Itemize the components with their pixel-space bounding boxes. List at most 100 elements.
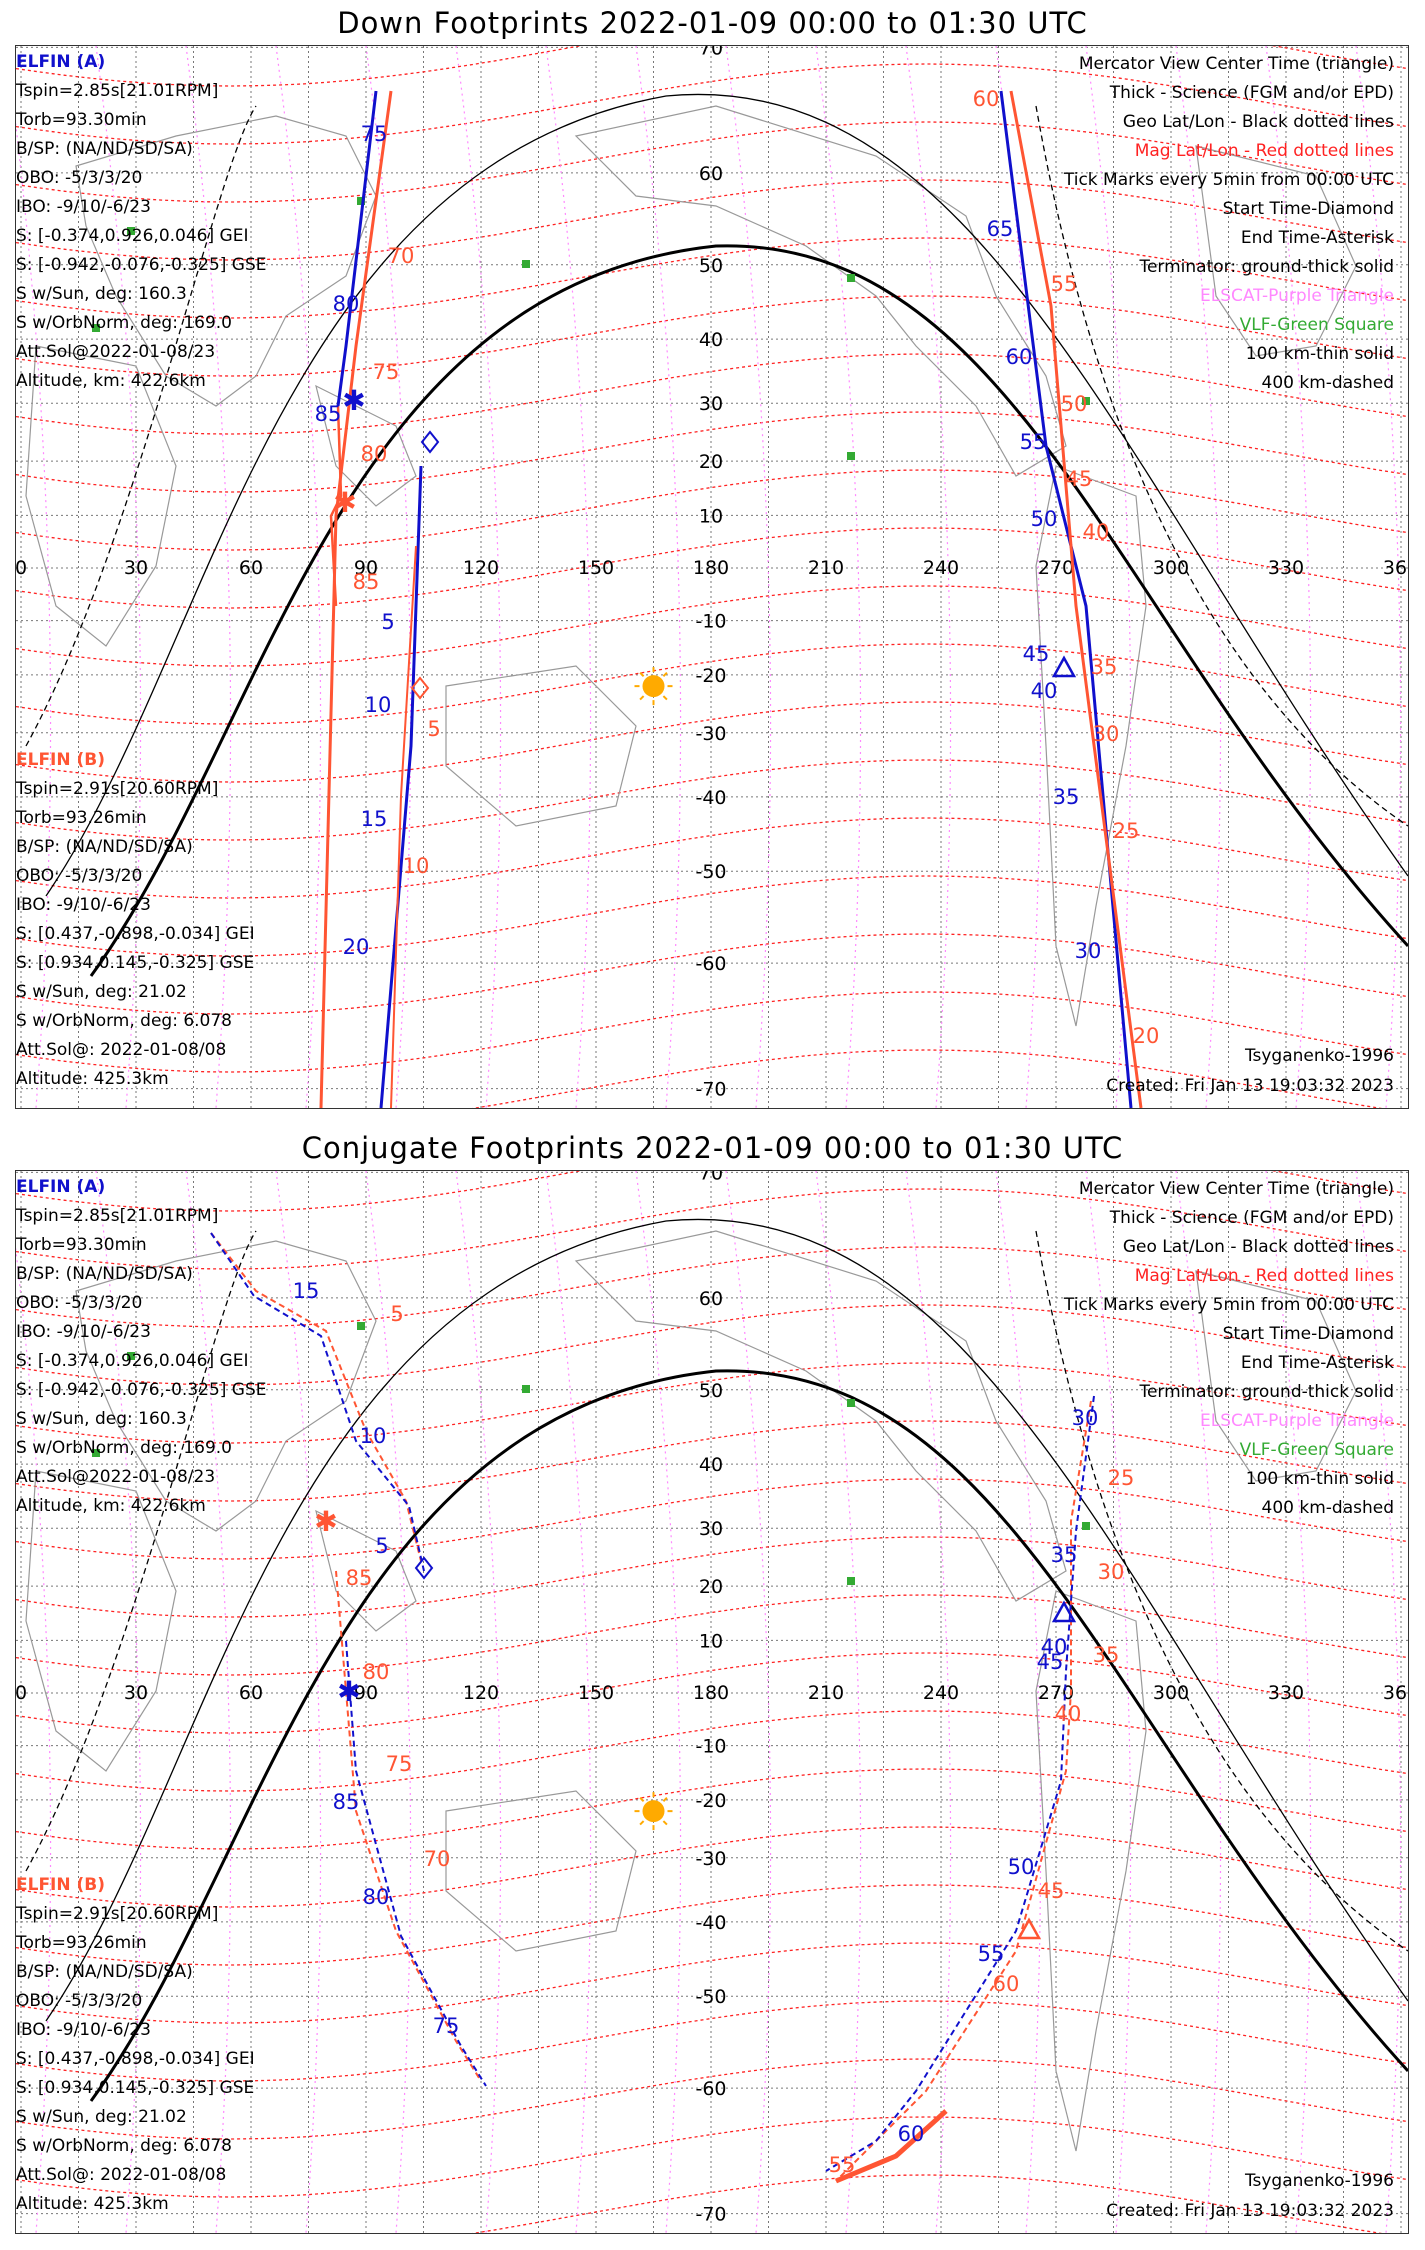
mag-longitude-line [95, 46, 142, 1108]
mag-longitude-line [545, 1171, 592, 2233]
coastline [1195, 145, 1357, 357]
elfin-b-tick-label: 60 [973, 87, 1000, 111]
latitude-tick-label: -60 [695, 2078, 726, 2100]
vlf-station-square [847, 274, 855, 282]
latitude-tick-label: -10 [695, 611, 726, 633]
legend-item: Geo Lat/Lon - Black dotted lines [1122, 1237, 1394, 1257]
panel-title: Conjugate Footprints 2022-01-09 00:00 to… [301, 1131, 1124, 1165]
info-line: OBO: -5/3/3/20 [16, 1293, 143, 1313]
mercator-map: 0 30 60 90 120 150 180 210 240 270 300 330 360 70 60 50… [16, 1171, 1408, 2233]
latitude-tick-label: 50 [699, 255, 723, 277]
elfin-a-tick-label: 10 [360, 1424, 387, 1448]
vlf-station-square [1082, 1522, 1090, 1530]
down-footprints-panel: Down Footprints 2022-01-09 00:00 to 01:3… [15, 6, 1409, 1109]
coastline [445, 665, 637, 827]
latitude-tick-label: 20 [699, 451, 723, 473]
elfin-a-tick-label: 40 [1041, 1635, 1068, 1659]
mag-longitude-line [185, 1171, 232, 2233]
info-line: Tspin=2.85s[21.01RPM] [16, 1206, 219, 1226]
latitude-tick-label: -20 [695, 665, 726, 687]
vlf-station-square [847, 1577, 855, 1585]
elfin-b-track [319, 90, 393, 1108]
elfin-b-label: ELFIN (B) [16, 1875, 106, 1895]
mag-longitude-line [1175, 46, 1222, 1108]
elfin-b-tick-label: 30 [1093, 722, 1120, 746]
vlf-station-square [127, 227, 135, 235]
longitude-tick-label: 90 [354, 557, 378, 579]
end-asterisk: ✱ [342, 384, 365, 417]
coastline [1195, 1270, 1357, 1482]
terminator-400km-line [25, 105, 257, 747]
info-line: Att.Sol@2022-01-08/23 [16, 1467, 216, 1487]
info-line: Torb=93.26min [16, 808, 147, 828]
elfin-a-conj-track [210, 1232, 425, 1572]
info-line: S: [0.437,-0.898,-0.034] GEI [16, 2049, 255, 2069]
longitude-tick-label: 60 [239, 1682, 263, 1704]
legend-item: Tick Marks every 5min from 00:00 UTC [1063, 170, 1394, 190]
legend-item: Mercator View Center Time (triangle) [1078, 1179, 1394, 1199]
mag-longitude-line [1265, 46, 1312, 1108]
longitude-tick-label: 120 [463, 1682, 499, 1704]
info-line: Torb=93.30min [16, 110, 147, 130]
info-line: S w/Sun, deg: 21.02 [16, 982, 187, 1002]
elfin-a-tick-label: 75 [433, 2014, 460, 2038]
sun-ray [662, 671, 668, 677]
latitude-tick-label: -40 [695, 1912, 726, 1934]
legend-item: ELSCAT-Purple Triangle [1200, 1411, 1394, 1431]
vlf-station-square [847, 452, 855, 460]
elfin-b-tick-label: 60 [993, 1972, 1020, 1996]
elfin-a-conj-track [345, 1640, 487, 2087]
mag-longitude-line [905, 1171, 952, 2233]
info-line: S: [0.934,0.145,-0.325] GSE [16, 2078, 255, 2098]
latitude-tick-label: -70 [695, 1079, 726, 1101]
info-line: IBO: -9/10/-6/23 [16, 895, 151, 915]
longitude-tick-label: 150 [578, 557, 614, 579]
latitude-tick-label: 60 [699, 1288, 723, 1310]
sun-ray [662, 695, 668, 701]
legend-item: Thick - Science (FGM and/or EPD) [1109, 1208, 1394, 1228]
mag-longitude-line [1265, 1171, 1312, 2233]
mag-longitude-line [1085, 1171, 1132, 2233]
info-line: S: [0.934,0.145,-0.325] GSE [16, 953, 255, 973]
info-line: Altitude: 425.3km [16, 1069, 169, 1089]
info-line: Att.Sol@: 2022-01-08/08 [16, 1040, 227, 1060]
mag-longitude-line [365, 46, 412, 1108]
longitude-tick-label: 240 [923, 1682, 959, 1704]
elfin-b-tick-label: 80 [361, 442, 388, 466]
center-time-triangle [1051, 655, 1077, 678]
coastline [75, 115, 377, 407]
elfin-b-tick-label: 55 [1051, 272, 1078, 296]
longitude-tick-label: 30 [124, 1682, 148, 1704]
model-label: Tsyganenko-1996 [1244, 2171, 1394, 2191]
mag-longitude-line [995, 1171, 1042, 2233]
info-line: S w/Sun, deg: 160.3 [16, 1409, 187, 1429]
longitude-tick-label: 180 [693, 557, 729, 579]
info-line: Torb=93.30min [16, 1235, 147, 1255]
latitude-tick-label: 40 [699, 329, 723, 351]
info-line: Tspin=2.85s[21.01RPM] [16, 81, 219, 101]
mag-longitude-line [725, 46, 772, 1108]
end-asterisk: ✱ [333, 486, 356, 519]
elfin-b-tick-label: 75 [373, 360, 400, 384]
info-line: OBO: -5/3/3/20 [16, 168, 143, 188]
terminator-400km-line [1035, 105, 1408, 827]
latitude-tick-label: 70 [699, 1171, 723, 1184]
elfin-a-tick-label: 55 [1020, 430, 1047, 454]
panel-title: Down Footprints 2022-01-09 00:00 to 01:3… [337, 6, 1088, 40]
end-asterisk: ✱ [337, 1675, 360, 1708]
coastline [445, 1790, 637, 1952]
info-line: Tspin=2.91s[20.60RPM] [16, 1904, 219, 1924]
coastline [1035, 1590, 1147, 2152]
latitude-tick-label: 50 [699, 1380, 723, 1402]
mag-longitude-line [455, 46, 502, 1108]
longitude-tick-label: 330 [1268, 1682, 1304, 1704]
info-line: S: [0.437,-0.898,-0.034] GEI [16, 924, 255, 944]
longitude-tick-label: 150 [578, 1682, 614, 1704]
elfin-b-track [390, 545, 417, 1108]
legend-item: Mercator View Center Time (triangle) [1078, 54, 1394, 74]
elfin-b-science-segment [835, 2109, 948, 2184]
legend-item: Start Time-Diamond [1222, 199, 1394, 219]
elfin-a-tick-label: 85 [333, 1790, 360, 1814]
elfin-a-tick-label: 10 [365, 693, 392, 717]
latitude-tick-label: -10 [695, 1736, 726, 1758]
